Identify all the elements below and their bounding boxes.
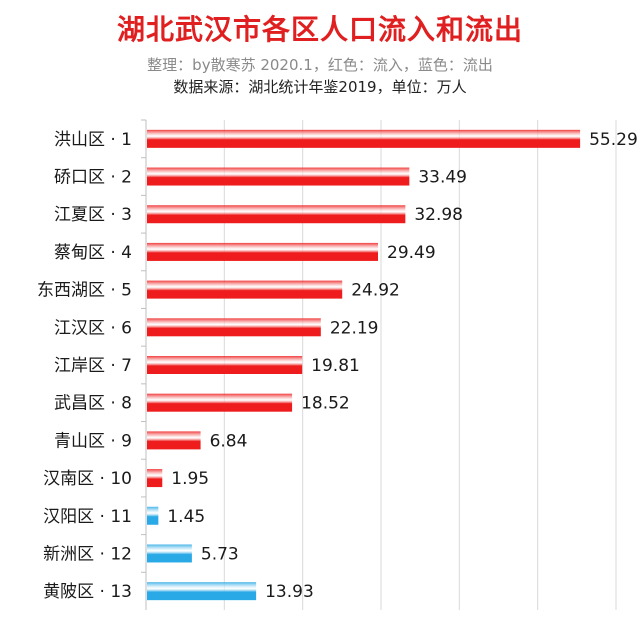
inflow-bar [147,205,406,224]
category-label: 江岸区 · 7 [54,356,132,376]
category-label: 江汉区 · 6 [54,318,132,338]
category-label: 新洲区 · 12 [43,544,132,564]
data-label: 32.98 [414,205,463,225]
outflow-bar [147,544,192,563]
data-label: 5.73 [201,544,239,564]
outflow-bar [147,506,159,525]
inflow-bar [147,129,581,148]
data-label: 1.95 [171,469,209,489]
category-label: 汉阳区 · 11 [43,507,132,527]
category-label: 江夏区 · 3 [54,205,132,225]
inflow-bar [147,167,410,186]
inflow-bar [147,469,163,488]
inflow-bar [147,431,201,450]
data-label: 24.92 [351,281,400,301]
category-label: 东西湖区 · 5 [37,281,132,301]
category-label: 蔡甸区 · 4 [54,243,132,263]
inflow-bar [147,356,303,374]
chart-title: 湖北武汉市各区人口流入和流出 [116,13,523,46]
category-label: 汉南区 · 10 [43,469,132,489]
chart-subtitle: 整理：by散寒苏 2020.1，红色：流入，蓝色：流出 [147,56,493,74]
category-label: 黄陂区 · 13 [43,582,132,602]
category-label: 青山区 · 9 [54,431,132,451]
outflow-bar [147,582,257,601]
inflow-bar [147,280,343,299]
data-source-note: 数据来源：湖北统计年鉴2019，单位：万人 [173,78,467,96]
data-label: 29.49 [387,243,436,263]
inflow-bar [147,318,321,337]
data-label: 13.93 [265,582,314,602]
data-label: 18.52 [301,394,350,414]
inflow-bar [147,393,293,412]
data-label: 1.45 [167,507,205,527]
data-label: 19.81 [311,356,360,376]
category-label: 武昌区 · 8 [54,394,132,414]
data-label: 22.19 [330,318,379,338]
category-label: 洪山区 · 1 [54,130,132,150]
data-label: 33.49 [418,168,467,188]
inflow-bar [147,242,379,261]
category-label: 硚口区 · 2 [54,168,132,188]
data-label: 55.29 [589,130,638,150]
data-label: 6.84 [210,431,248,451]
